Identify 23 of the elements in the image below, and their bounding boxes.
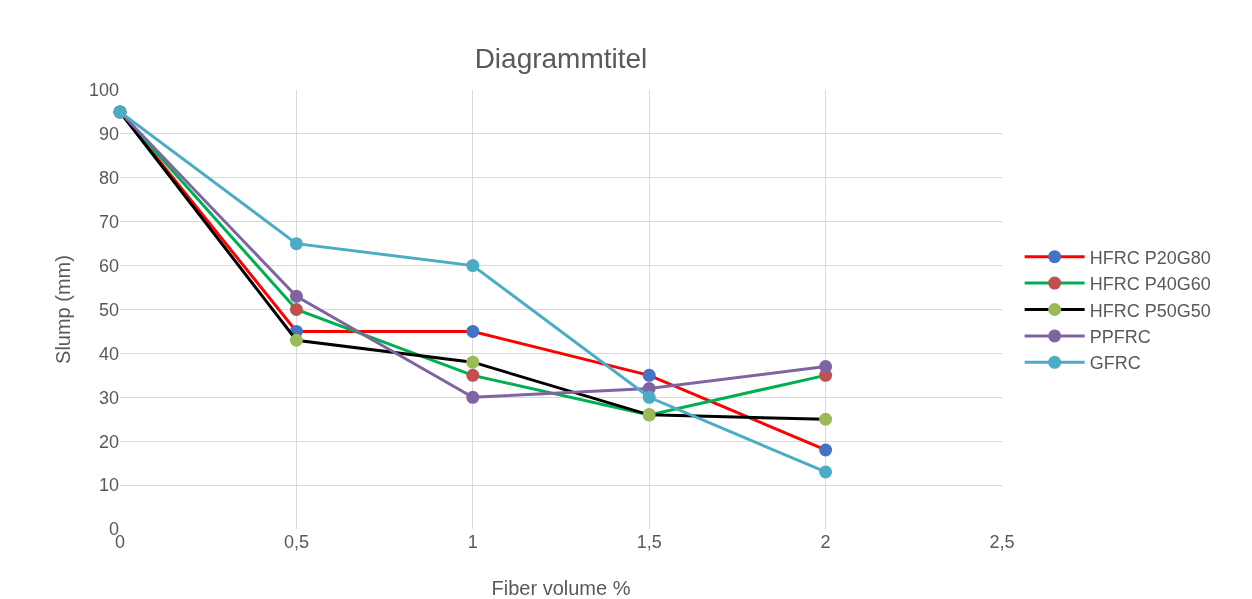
y-tick-label: 10 xyxy=(98,475,119,496)
chart-title: Diagrammtitel xyxy=(474,42,648,74)
x-tick-label: 0,5 xyxy=(283,532,309,552)
y-tick-label: 30 xyxy=(98,387,119,408)
y-tick-label: 60 xyxy=(98,255,119,276)
x-tick-label: 1,5 xyxy=(636,532,662,552)
legend-label: HFRC P50G50 xyxy=(1089,300,1211,321)
legend-label: GFRC xyxy=(1089,353,1141,374)
y-tick-label: 40 xyxy=(98,343,119,364)
y-tick-label: 90 xyxy=(98,124,119,145)
y-tick-label: 50 xyxy=(98,299,119,320)
y-tick-label: 20 xyxy=(98,431,119,452)
x-tick-label: 1 xyxy=(467,532,478,552)
legend-label: HFRC P40G60 xyxy=(1089,274,1211,295)
y-axis-title: Slump (mm) xyxy=(52,255,74,364)
x-tick-label: 2 xyxy=(820,532,831,552)
y-tick-label: 80 xyxy=(98,168,119,189)
legend-label: PPFRC xyxy=(1089,326,1151,347)
x-tick-label: 2,5 xyxy=(989,532,1015,552)
x-axis-title: Fiber volume % xyxy=(491,577,631,599)
y-tick-label: 100 xyxy=(88,80,119,101)
legend-label: HFRC P20G80 xyxy=(1089,247,1211,268)
y-tick-label: 70 xyxy=(98,212,119,232)
